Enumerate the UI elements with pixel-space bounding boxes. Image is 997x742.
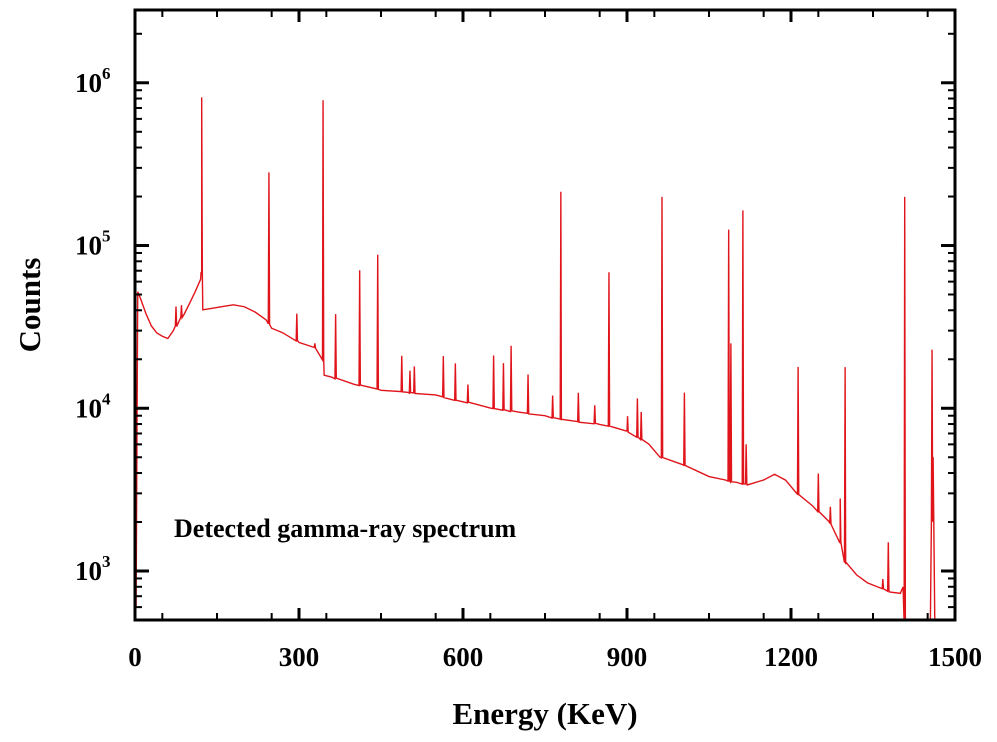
y-tick-label: 103: [75, 552, 111, 586]
y-tick-label: 105: [75, 227, 111, 261]
x-tick-label: 1200: [764, 642, 818, 672]
series-layer: [135, 97, 936, 620]
x-tick-label: 300: [279, 642, 320, 672]
labels-layer: 0 300 600 900 1200 1500 103 104 105 106: [75, 64, 982, 672]
y-tick-label: 106: [75, 64, 111, 98]
ticks-layer: [133, 10, 957, 620]
x-tick-label: 0: [128, 642, 142, 672]
x-tick-label: 1500: [928, 642, 982, 672]
spectrum-series-line: [135, 97, 936, 620]
y-axis-title: Counts: [12, 258, 47, 353]
y-tick-label: 104: [75, 389, 111, 423]
x-tick-label: 900: [607, 642, 648, 672]
spectrum-annotation: Detected gamma-ray spectrum: [174, 514, 517, 543]
x-tick-label: 600: [443, 642, 484, 672]
x-axis-title: Energy (KeV): [452, 696, 637, 731]
